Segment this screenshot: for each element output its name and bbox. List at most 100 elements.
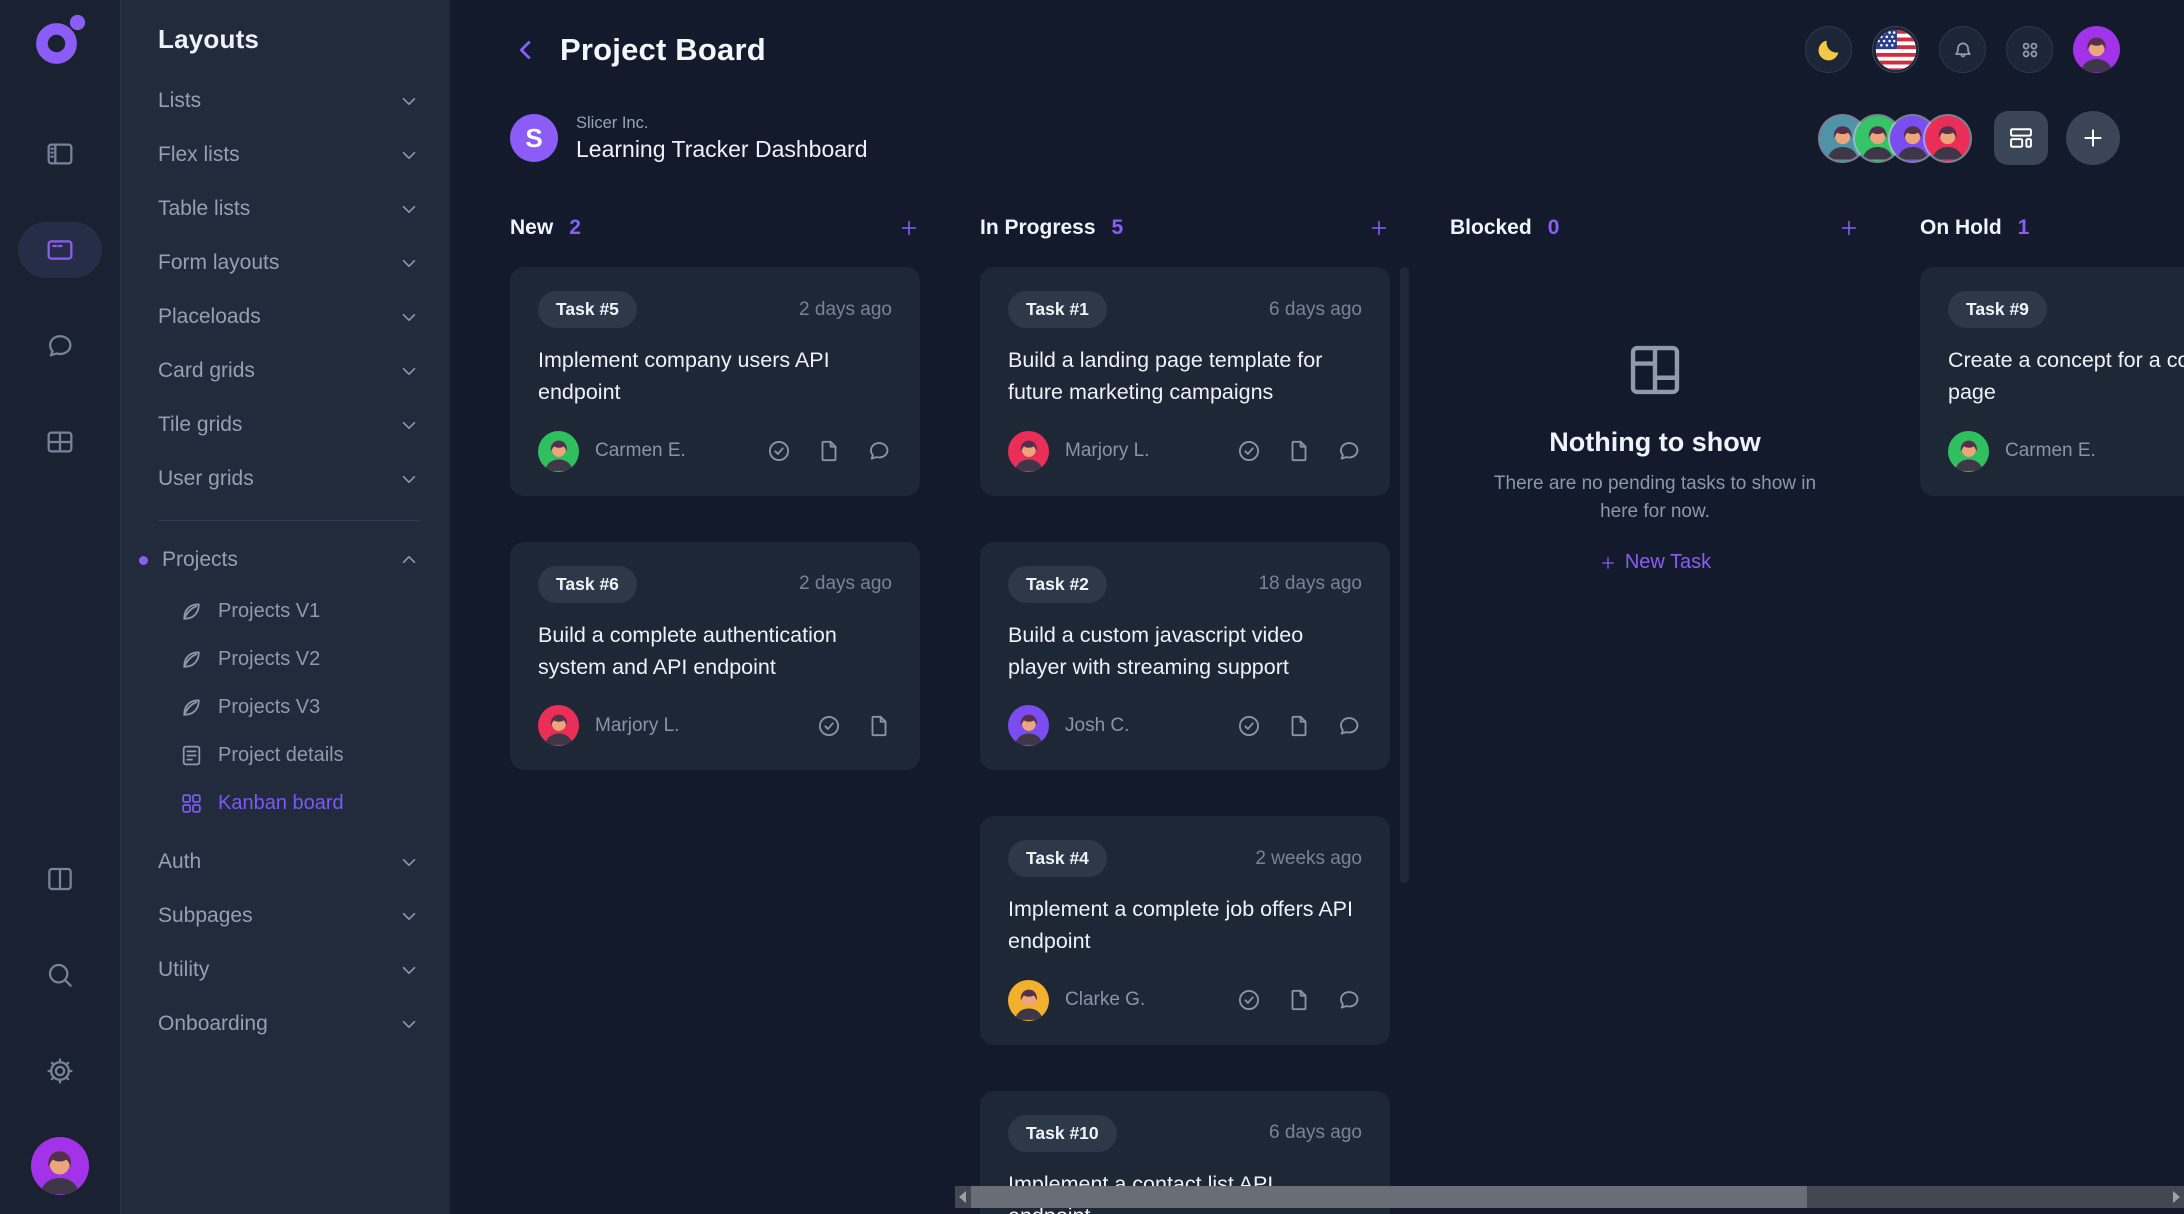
sidebar-item-auth[interactable]: Auth (158, 835, 420, 889)
column-add-button[interactable] (898, 217, 920, 239)
sidebar-section-bottom: Auth Subpages Utility Onboarding (158, 835, 420, 1051)
task-title: Create a concept for a co page (1948, 348, 2184, 405)
chevron-down-icon (402, 1020, 416, 1028)
check-circle-icon[interactable] (766, 438, 792, 464)
sidebar-item-table-lists[interactable]: Table lists (158, 182, 420, 236)
task-card[interactable]: Task #1 6 days ago Build a landing page … (980, 267, 1390, 496)
column-on-hold: On Hold 1 Task #9 Create a concept for a… (1920, 213, 2184, 1083)
empty-state-description: There are no pending tasks to show in he… (1493, 473, 1817, 522)
sidebar-item-kanban-board[interactable]: Kanban board (179, 779, 420, 827)
app-logo (32, 12, 88, 68)
sidebar-item-project-details[interactable]: Project details (179, 731, 420, 779)
sidebar-item-projects-v2[interactable]: Projects V2 (179, 635, 420, 683)
company-name: Slicer Inc. (576, 113, 649, 132)
sidebar-item-tile-grids[interactable]: Tile grids (158, 398, 420, 452)
columns-nav-icon[interactable] (18, 851, 102, 907)
sidebar-item-projects-v3[interactable]: Projects V3 (179, 683, 420, 731)
empty-state-title: Nothing to show (1549, 427, 1761, 457)
sidebar-item-subpages[interactable]: Subpages (158, 889, 420, 943)
sidebar-toggle-icon[interactable] (18, 126, 102, 182)
back-button[interactable] (506, 30, 546, 70)
language-selector[interactable] (1872, 26, 1919, 73)
sidebar-item-onboarding[interactable]: Onboarding (158, 997, 420, 1051)
comment-icon[interactable] (1336, 438, 1362, 464)
scroll-right-arrow[interactable] (2173, 1191, 2180, 1203)
assignee-name: Marjory L. (1065, 440, 1150, 461)
scrollbar-thumb[interactable] (971, 1186, 1807, 1208)
sidebar-item-flex-lists[interactable]: Flex lists (158, 128, 420, 182)
check-circle-icon[interactable] (1236, 438, 1262, 464)
board-actions (1820, 111, 2120, 165)
task-card[interactable]: Task #4 2 weeks ago Implement a complete… (980, 816, 1390, 1045)
file-icon[interactable] (816, 438, 842, 464)
task-timestamp: 2 days ago (799, 573, 892, 594)
task-card[interactable]: Task #2 18 days ago Build a custom javas… (980, 541, 1390, 770)
file-icon[interactable] (866, 713, 892, 739)
layouts-sidebar: Layouts Lists Flex lists Table lists For… (120, 0, 450, 1214)
comment-icon[interactable] (1336, 713, 1362, 739)
column-count: 0 (1547, 216, 1560, 239)
task-timestamp: 6 days ago (1269, 298, 1362, 320)
settings-gear-icon[interactable] (18, 1043, 102, 1099)
board-header: S Slicer Inc. Learning Tracker Dashboard (510, 111, 2120, 165)
assignee-name: Josh C. (1065, 714, 1130, 736)
column-add-button[interactable] (1368, 217, 1390, 239)
column-add-button[interactable] (1838, 217, 1860, 239)
new-task-link[interactable]: New Task (1599, 551, 1711, 574)
leaf-icon (183, 650, 200, 668)
task-badge: Task #5 (538, 291, 637, 328)
bell-icon (1954, 42, 1971, 57)
horizontal-scrollbar[interactable] (955, 1186, 2184, 1208)
task-title: Build a custom javascript video player w… (1008, 622, 1304, 679)
sidebar-item-card-grids[interactable]: Card grids (158, 344, 420, 398)
apps-menu-button[interactable] (2006, 26, 2053, 73)
page-title: Project Board (560, 31, 766, 67)
sidebar-item-form-layouts[interactable]: Form layouts (158, 236, 420, 290)
sidebar-item-projects-v1[interactable]: Projects V1 (179, 587, 420, 635)
sidebar-item-utility[interactable]: Utility (158, 943, 420, 997)
sidebar-item-projects[interactable]: Projects (139, 533, 420, 587)
chevron-down-icon (402, 475, 416, 483)
sidebar-item-user-grids[interactable]: User grids (158, 452, 420, 506)
icon-rail (0, 0, 120, 1214)
sidebar-item-lists[interactable]: Lists (158, 74, 420, 128)
sidebar-title: Layouts (158, 24, 260, 54)
sidebar-item-placeloads[interactable]: Placeloads (158, 290, 420, 344)
comment-icon[interactable] (866, 438, 892, 464)
chevron-down-icon (402, 313, 416, 321)
board-view-button[interactable] (1994, 111, 2048, 165)
add-task-button[interactable] (2066, 111, 2120, 165)
chevron-down-icon (402, 259, 416, 267)
comment-icon[interactable] (1336, 987, 1362, 1013)
column-scrollbar[interactable] (1400, 267, 1409, 883)
user-avatar[interactable] (31, 1137, 89, 1195)
assignee-avatar (1948, 430, 1989, 472)
file-icon[interactable] (1286, 987, 1312, 1013)
search-icon[interactable] (18, 947, 102, 1003)
dark-mode-toggle[interactable] (1805, 26, 1852, 73)
check-circle-icon[interactable] (816, 713, 842, 739)
scroll-left-arrow[interactable] (959, 1191, 966, 1203)
file-icon[interactable] (1286, 438, 1312, 464)
table-nav-icon[interactable] (18, 414, 102, 470)
task-timestamp: 2 weeks ago (1255, 847, 1362, 869)
active-section-bullet (139, 555, 148, 565)
assignee-avatar (1008, 430, 1049, 472)
task-card[interactable]: Task #5 2 days ago Implement company use… (510, 267, 920, 496)
layouts-nav-icon[interactable] (18, 222, 102, 278)
check-circle-icon[interactable] (1236, 713, 1262, 739)
chevron-down-icon (402, 97, 416, 105)
task-card[interactable]: Task #9 Create a concept for a co page C… (1920, 267, 2184, 496)
notifications-button[interactable] (1939, 26, 1986, 73)
page-header: Project Board (450, 0, 2184, 73)
file-icon[interactable] (1286, 713, 1312, 739)
chevron-left-icon (519, 40, 531, 59)
member-avatar[interactable] (1925, 115, 1970, 161)
task-card[interactable]: Task #6 2 days ago Build a complete auth… (510, 541, 920, 770)
projects-submenu: Projects V1 Projects V2 Projects V3 Proj… (179, 587, 420, 827)
check-circle-icon[interactable] (1236, 987, 1262, 1013)
messages-nav-icon[interactable] (18, 318, 102, 374)
task-timestamp: 2 days ago (799, 298, 892, 320)
profile-avatar[interactable] (2073, 26, 2120, 73)
